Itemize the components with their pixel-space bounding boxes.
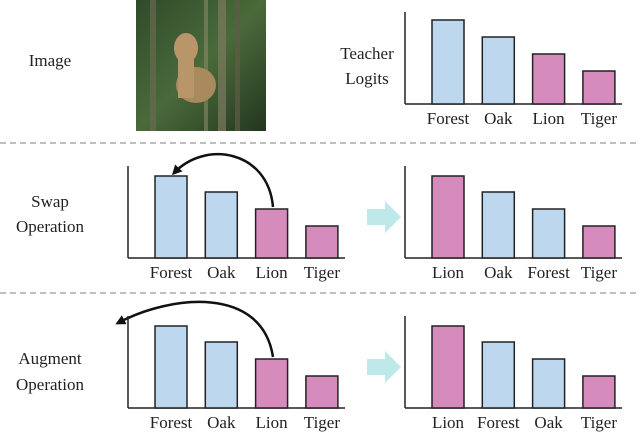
category-label: Tiger <box>581 413 618 432</box>
category-label: Forest <box>427 109 470 128</box>
row-label: Operation <box>16 375 84 394</box>
swap-arrow <box>171 152 275 208</box>
bar <box>305 225 339 259</box>
category-label: Lion <box>533 109 566 128</box>
bar <box>154 175 188 259</box>
category-label: Lion <box>256 263 289 282</box>
bar <box>481 191 516 259</box>
row-label: Swap <box>31 192 69 211</box>
bar <box>531 208 566 259</box>
category-label: Tiger <box>304 263 341 282</box>
category-label: Oak <box>484 109 513 128</box>
category-label: Forest <box>150 413 193 432</box>
bar <box>531 53 566 105</box>
bar <box>582 70 616 105</box>
row-label: Logits <box>345 69 388 88</box>
transform-arrow <box>367 201 401 233</box>
category-label: Forest <box>477 413 520 432</box>
category-label: Oak <box>207 413 236 432</box>
bar <box>431 19 465 105</box>
bar <box>305 375 339 409</box>
bar <box>154 325 188 409</box>
row-label: Augment <box>18 349 82 368</box>
bar <box>582 225 616 259</box>
category-label: Tiger <box>581 263 618 282</box>
category-label: Tiger <box>581 109 618 128</box>
category-label: Forest <box>527 263 570 282</box>
bar <box>204 341 239 409</box>
augment-arrow <box>115 300 275 358</box>
bar <box>582 375 616 409</box>
bar <box>531 358 566 409</box>
category-label: Lion <box>256 413 289 432</box>
bar <box>204 191 239 259</box>
category-label: Forest <box>150 263 193 282</box>
category-label: Oak <box>484 263 513 282</box>
bar <box>481 341 516 409</box>
category-label: Oak <box>207 263 236 282</box>
bar <box>481 36 516 105</box>
lion-photo <box>136 0 266 131</box>
row-label: Image <box>29 51 71 70</box>
bar <box>431 175 465 259</box>
transform-arrow <box>367 351 401 383</box>
bar <box>254 358 289 409</box>
row-label: Operation <box>16 217 84 236</box>
bar <box>254 208 289 259</box>
bar <box>431 325 465 409</box>
category-label: Lion <box>432 413 465 432</box>
category-label: Lion <box>432 263 465 282</box>
row-label: Teacher <box>340 44 394 63</box>
category-label: Oak <box>534 413 563 432</box>
category-label: Tiger <box>304 413 341 432</box>
